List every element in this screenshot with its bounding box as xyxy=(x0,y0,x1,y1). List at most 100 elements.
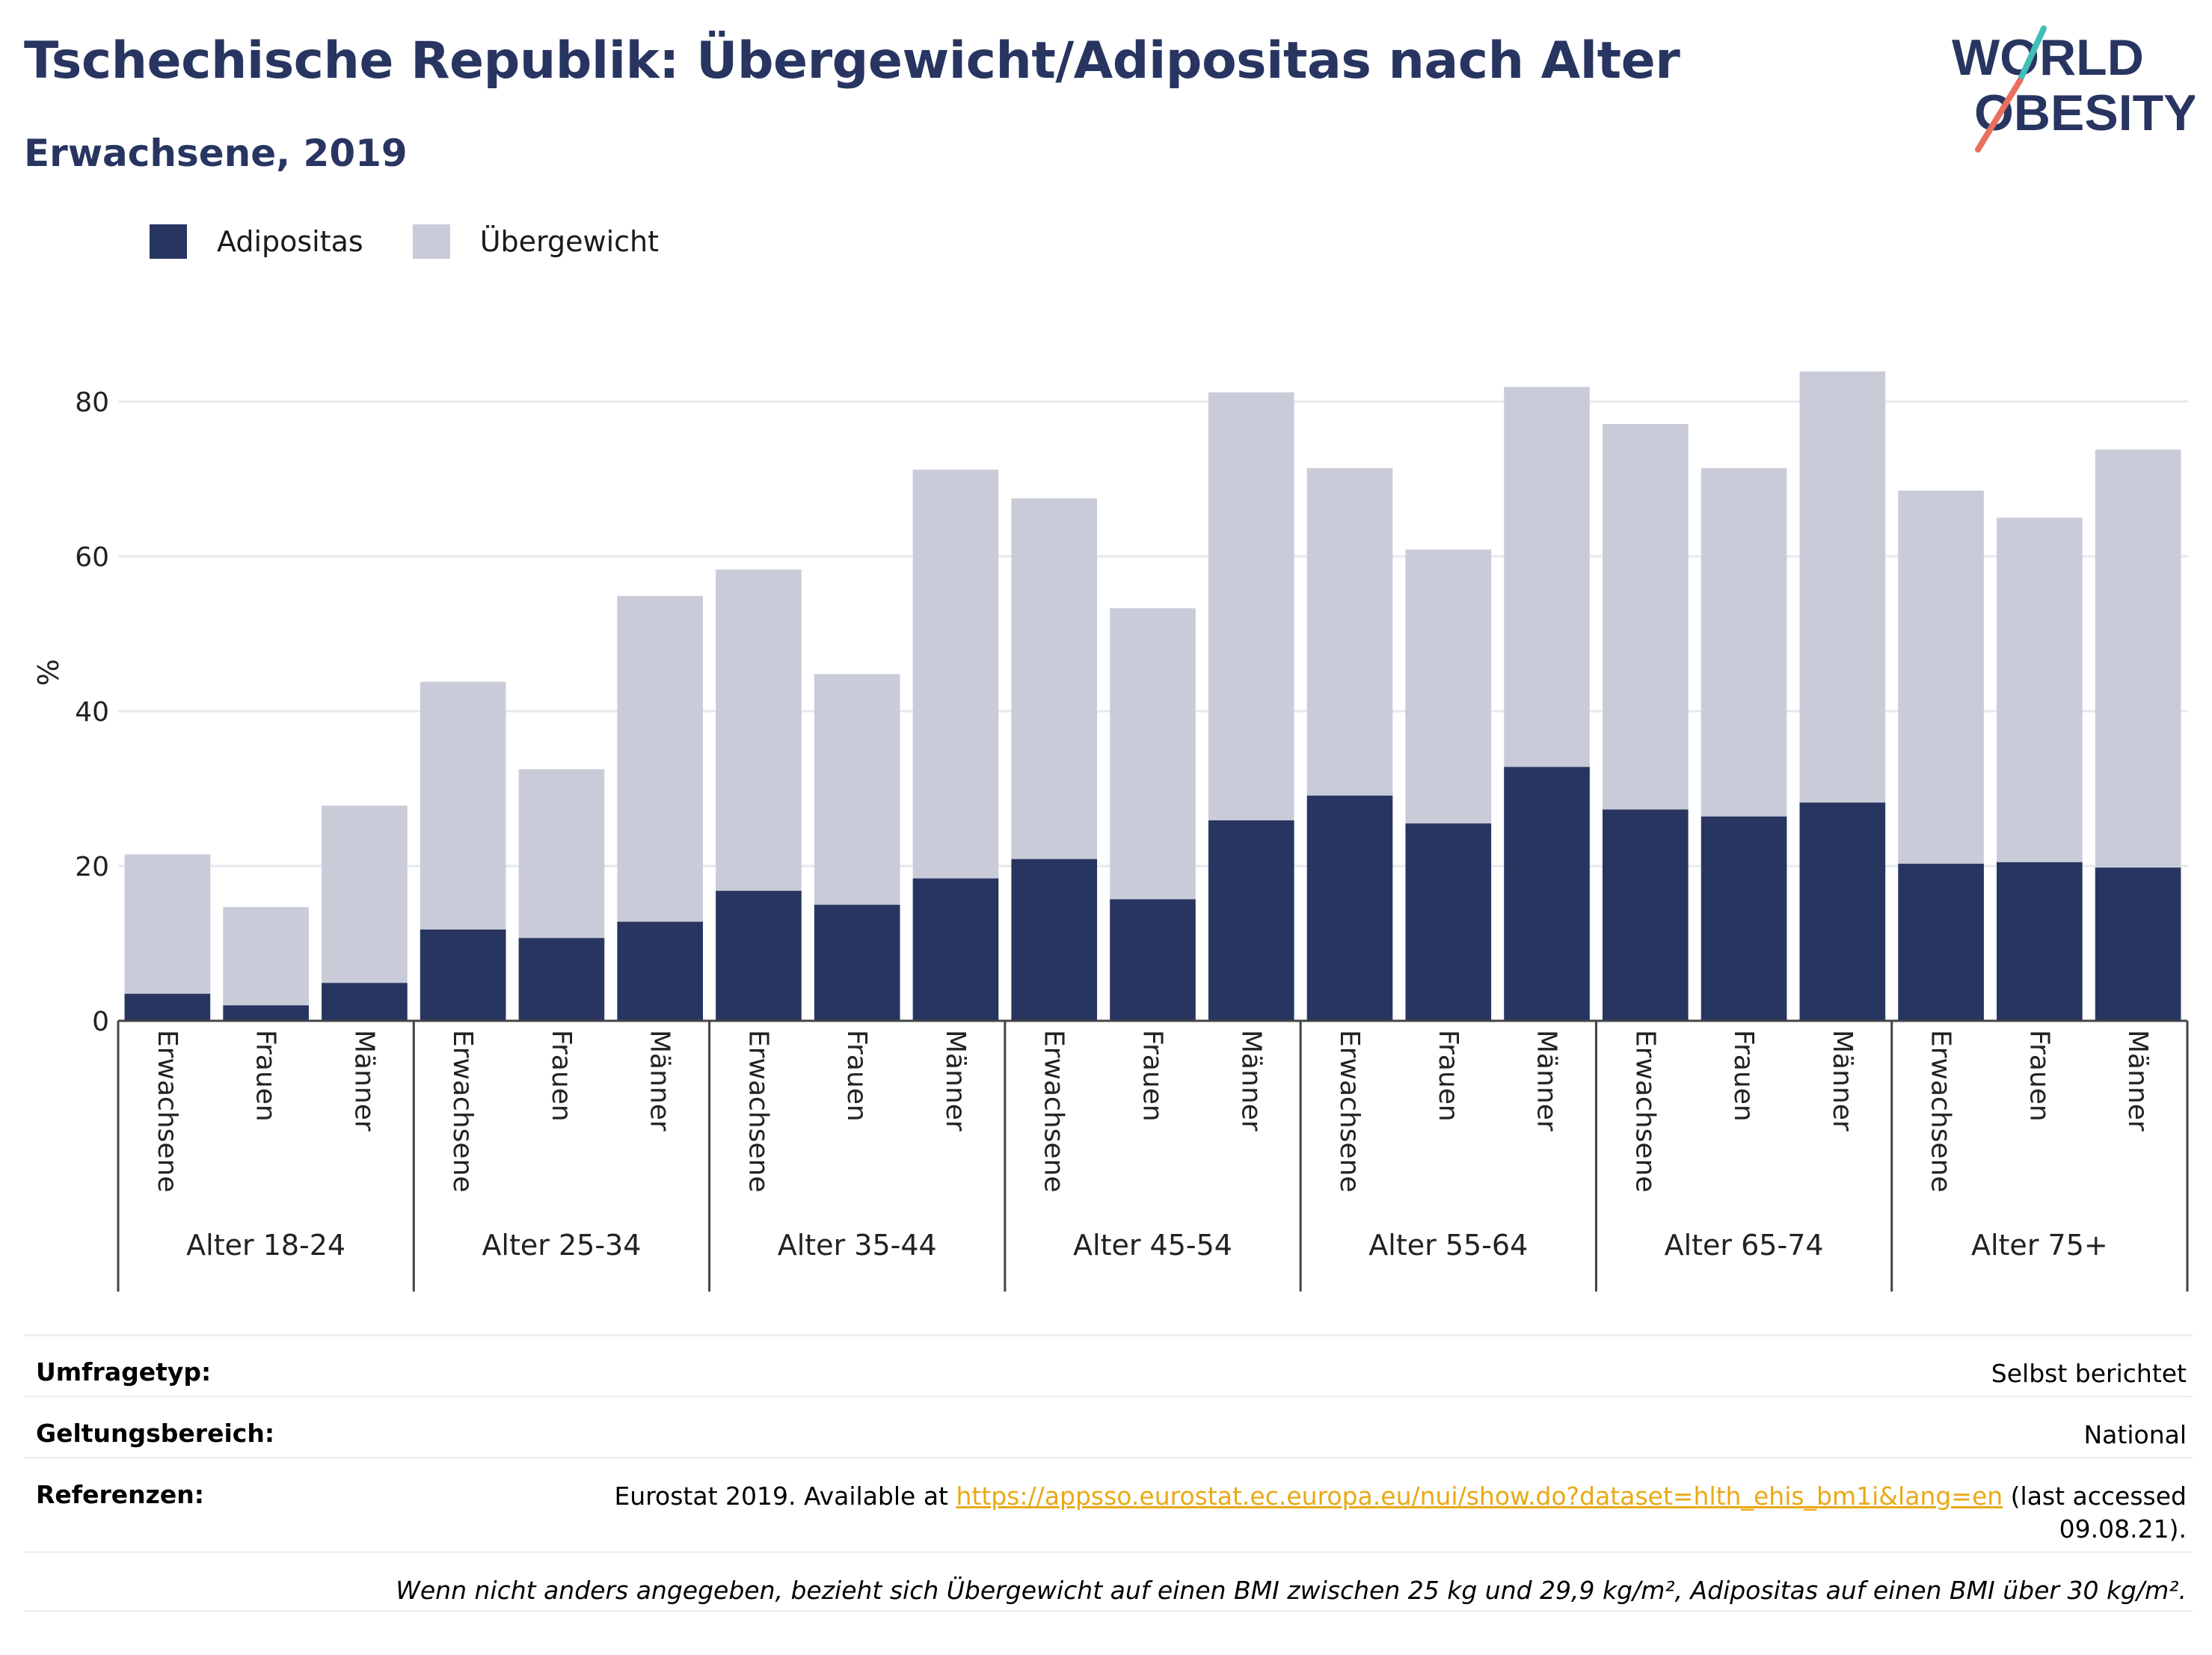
eurostat-link[interactable]: https://appsso.eurostat.ec.europa.eu/nui… xyxy=(956,1481,2003,1511)
group-label: Alter 45-54 xyxy=(1073,1229,1232,1262)
bar-overweight xyxy=(322,805,408,983)
bar-overweight xyxy=(420,681,506,930)
bar-obesity xyxy=(2095,868,2181,1021)
x-tick-label: Frauen xyxy=(1728,1030,1759,1122)
x-tick-label: Erwachsene xyxy=(1334,1030,1365,1193)
x-tick-label: Männer xyxy=(2122,1030,2153,1132)
scope-label: Geltungsbereich: xyxy=(36,1419,275,1448)
y-tick-label: 60 xyxy=(75,542,109,573)
bar-overweight xyxy=(1405,549,1492,824)
meta-row-survey: Umfragetyp: Selbst berichtet xyxy=(24,1334,2193,1395)
x-tick-label: Erwachsene xyxy=(1629,1030,1660,1193)
bar-obesity xyxy=(1208,820,1294,1021)
bar-overweight xyxy=(1701,468,1787,817)
meta-row-note: Wenn nicht anders angegeben, bezieht sic… xyxy=(24,1551,2193,1612)
bar-obesity xyxy=(1405,823,1492,1021)
y-axis-label: % xyxy=(32,659,65,686)
bar-obesity xyxy=(814,904,900,1021)
bar-overweight xyxy=(617,595,704,922)
bar-obesity xyxy=(617,921,704,1021)
bar-overweight xyxy=(1504,387,1590,767)
references-value: Eurostat 2019. Available at https://apps… xyxy=(614,1480,2187,1546)
bar-overweight xyxy=(1208,392,1294,820)
bar-overweight xyxy=(1898,491,1984,864)
bar-overweight xyxy=(814,674,900,905)
bar-obesity xyxy=(1110,899,1196,1021)
bar-overweight xyxy=(912,470,999,879)
y-tick-label: 20 xyxy=(75,852,109,882)
group-label: Alter 65-74 xyxy=(1665,1229,1824,1262)
logo-obesity-text: OBESITY xyxy=(1974,85,2195,141)
references-suffix-2: 09.08.21). xyxy=(2059,1514,2187,1544)
bar-obesity xyxy=(223,1005,309,1021)
group-label: Alter 35-44 xyxy=(778,1229,937,1262)
x-tick-label: Frauen xyxy=(841,1030,872,1122)
bar-overweight xyxy=(518,769,605,939)
legend-label-overweight: Übergewicht xyxy=(479,225,659,258)
bar-obesity xyxy=(1898,863,1984,1021)
x-tick-label: Erwachsene xyxy=(1039,1030,1069,1193)
x-tick-label: Frauen xyxy=(1137,1030,1168,1122)
bar-overweight xyxy=(1997,518,2083,862)
bmi-note: Wenn nicht anders angegeben, bezieht sic… xyxy=(396,1576,2187,1605)
survey-type-value: Selbst berichtet xyxy=(1991,1359,2187,1388)
x-tick-label: Frauen xyxy=(1433,1030,1463,1122)
x-tick-label: Frauen xyxy=(251,1030,281,1122)
survey-type-label: Umfragetyp: xyxy=(36,1357,212,1387)
y-tick-label: 40 xyxy=(75,697,109,728)
group-label: Alter 18-24 xyxy=(186,1229,345,1262)
bar-obesity xyxy=(1306,795,1393,1021)
logo-slash-coral xyxy=(1975,78,2023,153)
x-tick-label: Erwachsene xyxy=(743,1030,773,1193)
chart-title: Tschechische Republik: Übergewicht/Adipo… xyxy=(24,31,1680,90)
references-suffix: (last accessed xyxy=(2003,1481,2187,1511)
legend-label-obesity: Adipositas xyxy=(217,225,363,258)
bar-obesity xyxy=(1011,859,1098,1021)
bar-obesity xyxy=(1504,767,1590,1021)
x-tick-label: Erwachsene xyxy=(447,1030,478,1193)
x-tick-label: Männer xyxy=(348,1030,379,1132)
x-tick-label: Männer xyxy=(645,1030,675,1132)
legend-item-obesity[interactable]: Adipositas xyxy=(150,224,363,259)
references-label: Referenzen: xyxy=(36,1480,204,1509)
meta-row-references: Referenzen: Eurostat 2019. Available at … xyxy=(24,1457,2193,1551)
x-tick-label: Frauen xyxy=(2024,1030,2054,1122)
chart-subtitle: Erwachsene, 2019 xyxy=(24,132,408,175)
bar-obesity xyxy=(1701,816,1787,1021)
bar-obesity xyxy=(518,938,605,1021)
x-tick-label: Männer xyxy=(1531,1030,1562,1132)
scope-value: National xyxy=(2083,1420,2187,1449)
logo-slash-teal xyxy=(2017,25,2047,84)
group-label: Alter 55-64 xyxy=(1368,1229,1528,1262)
bar-overweight xyxy=(1011,498,1098,859)
bar-obesity xyxy=(1799,802,1886,1021)
bar-obesity xyxy=(912,878,999,1021)
x-tick-label: Männer xyxy=(1235,1030,1266,1132)
bar-overweight xyxy=(1110,608,1196,900)
bar-obesity xyxy=(420,929,506,1021)
meta-row-scope: Geltungsbereich: National xyxy=(24,1395,2193,1457)
bar-overweight xyxy=(124,854,211,994)
x-tick-label: Erwachsene xyxy=(1926,1030,1956,1193)
bar-obesity xyxy=(1997,862,2083,1021)
x-tick-label: Erwachsene xyxy=(152,1030,182,1193)
x-tick-label: Frauen xyxy=(546,1030,577,1122)
bar-overweight xyxy=(223,906,309,1006)
bar-obesity xyxy=(716,891,802,1021)
x-tick-label: Männer xyxy=(940,1030,971,1132)
y-tick-label: 0 xyxy=(92,1007,109,1037)
bar-obesity xyxy=(124,993,211,1021)
bar-overweight xyxy=(1799,371,1886,803)
legend: Adipositas Übergewicht xyxy=(150,223,708,260)
bar-obesity xyxy=(322,983,408,1021)
metadata-table: Umfragetyp: Selbst berichtet Geltungsber… xyxy=(24,1334,2193,1612)
legend-item-overweight[interactable]: Übergewicht xyxy=(412,224,659,259)
legend-swatch-overweight xyxy=(412,224,450,259)
x-tick-label: Männer xyxy=(1827,1030,1858,1132)
logo-world-text: WORLD xyxy=(1952,29,2144,86)
bar-overweight xyxy=(1602,424,1689,810)
bar-overweight xyxy=(1306,468,1393,796)
group-label: Alter 25-34 xyxy=(482,1229,641,1262)
bar-overweight xyxy=(716,569,802,891)
bar-obesity xyxy=(1602,809,1689,1021)
